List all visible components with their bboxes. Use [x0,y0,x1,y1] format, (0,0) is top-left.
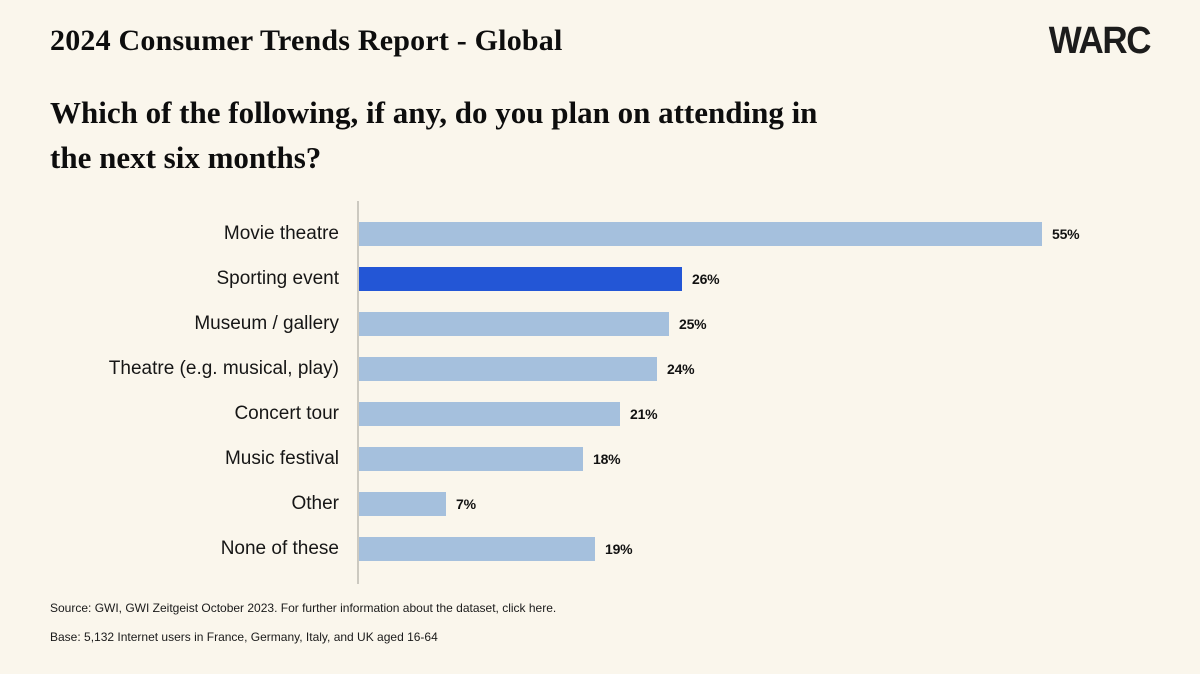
chart-question: Which of the following, if any, do you p… [50,90,1080,180]
chart-row: Sporting event 26% [50,256,1150,301]
bar-track: 21% [357,391,1150,436]
bar-track: 26% [357,256,1150,301]
bar-track: 19% [357,526,1150,571]
chart-row: Museum / gallery 25% [50,301,1150,346]
report-page: 2024 Consumer Trends Report - Global WAR… [50,0,1152,644]
header: 2024 Consumer Trends Report - Global WAR… [50,0,1152,62]
question-line-2: the next six months? [50,140,322,175]
category-label: Movie theatre [223,222,339,244]
chart-row: Movie theatre 55% [50,211,1150,256]
bar [359,401,620,426]
bar [359,311,669,336]
chart-row: Theatre (e.g. musical, play) 24% [50,346,1150,391]
category-label: Other [291,492,339,514]
warc-logo: WARC [1048,20,1152,62]
bar-track: 7% [357,481,1150,526]
bar-track: 18% [357,436,1150,481]
category-label: None of these [220,537,339,559]
chart-row: None of these 19% [50,526,1150,571]
value-label: 7% [456,495,476,512]
bar-track: 25% [357,301,1150,346]
footer: Source: GWI, GWI Zeitgeist October 2023.… [50,601,556,644]
value-label: 26% [692,270,720,287]
bar-chart: Movie theatre 55% Sporting event 26% Museum … [50,201,1150,584]
source-suffix: . [552,601,557,615]
category-label: Music festival [224,447,339,469]
category-label: Sporting event [216,267,339,289]
category-label: Museum / gallery [194,312,339,334]
value-label: 19% [605,540,633,557]
chart-rows: Movie theatre 55% Sporting event 26% Museum … [50,211,1150,571]
bar-highlighted [359,266,682,291]
y-axis-line [357,201,359,584]
source-text: Source: GWI, GWI Zeitgeist October 2023.… [50,601,503,615]
source-link[interactable]: click here [502,601,553,615]
source-note: Source: GWI, GWI Zeitgeist October 2023.… [50,601,556,615]
bar [359,536,595,561]
category-label: Concert tour [234,402,339,424]
bar [359,356,657,381]
value-label: 21% [630,405,658,422]
bar [359,221,1042,246]
bar [359,446,583,471]
value-label: 18% [593,450,621,467]
chart-row: Concert tour 21% [50,391,1150,436]
chart-row: Music festival 18% [50,436,1150,481]
page-title: 2024 Consumer Trends Report - Global [50,24,563,57]
value-label: 25% [679,315,707,332]
base-note: Base: 5,132 Internet users in France, Ge… [50,630,438,644]
category-label: Theatre (e.g. musical, play) [108,357,339,379]
bar-track: 55% [357,211,1150,256]
value-label: 24% [667,360,695,377]
value-label: 55% [1052,225,1080,242]
question-line-1: Which of the following, if any, do you p… [50,95,818,130]
bar [359,491,446,516]
bar-track: 24% [357,346,1150,391]
chart-row: Other 7% [50,481,1150,526]
